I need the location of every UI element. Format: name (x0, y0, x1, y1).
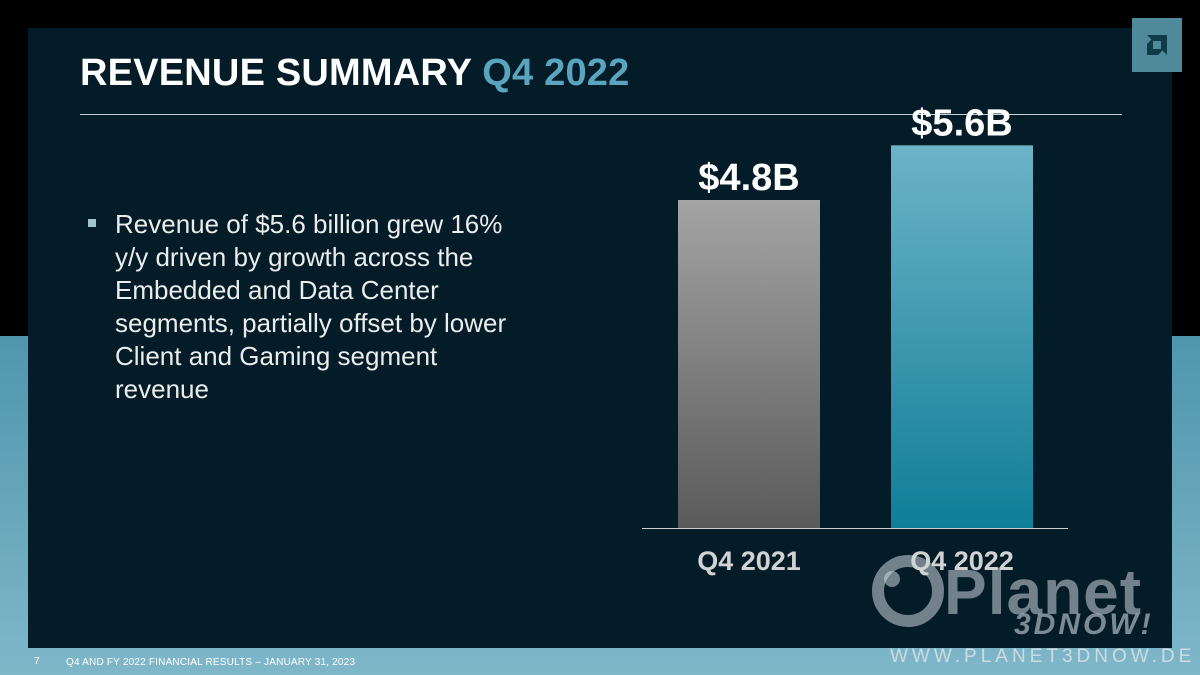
title-accent: Q4 2022 (482, 52, 630, 94)
bullet-text: Revenue of $5.6 billion grew 16% y/y dri… (115, 209, 507, 404)
watermark-sub: 3DNOW! (1014, 608, 1154, 641)
bar-q4-2021 (678, 200, 820, 528)
title-divider (80, 114, 1122, 115)
footer-text: Q4 AND FY 2022 FINANCIAL RESULTS – JANUA… (66, 657, 356, 668)
bullet-point: Revenue of $5.6 billion grew 16% y/y dri… (88, 208, 538, 406)
square-bullet-icon (88, 219, 96, 227)
value-label-1: $5.6B (911, 102, 1012, 144)
title-main: REVENUE SUMMARY (80, 52, 472, 94)
bar-q4-2022 (891, 145, 1033, 529)
page-number: 7 (34, 656, 40, 667)
amd-logo-icon (1132, 18, 1182, 72)
slide-title: REVENUE SUMMARY Q4 2022 (80, 52, 629, 95)
planet-ring-icon (872, 555, 944, 627)
category-label-0: Q4 2021 (697, 546, 801, 576)
value-label-0: $4.8B (698, 157, 799, 199)
watermark-brand: Planet (944, 556, 1143, 628)
watermark-url: WWW.PLANET3DNOW.DE (890, 646, 1196, 667)
